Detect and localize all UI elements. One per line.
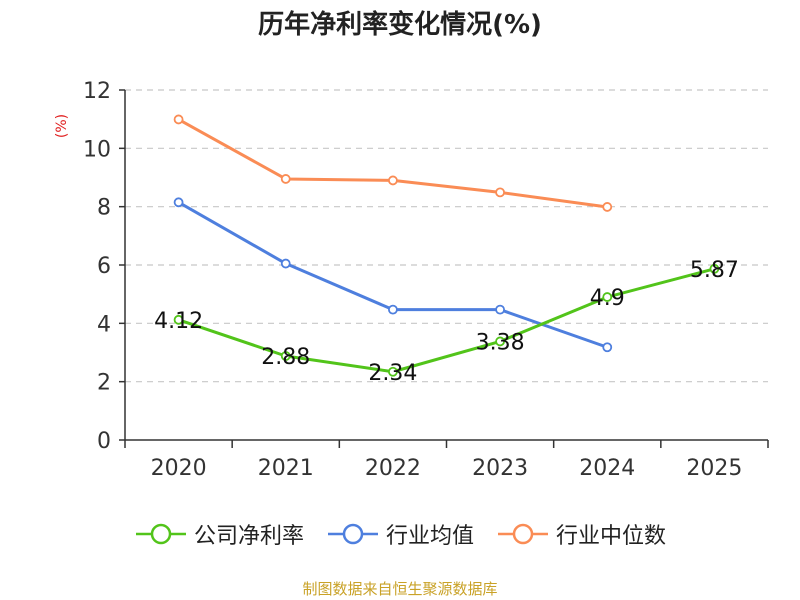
legend-item: 行业均值 <box>326 518 474 550</box>
x-tick-label: 2024 <box>579 456 635 481</box>
chart-title: 历年净利率变化情况(%) <box>258 10 542 40</box>
data-point <box>388 175 398 186</box>
legend-label: 行业中位数 <box>556 524 667 549</box>
legend-label: 公司净利率 <box>193 524 304 549</box>
y-tick-label: 8 <box>97 196 111 221</box>
source-note: 制图数据来自恒生聚源数据库 <box>302 580 498 598</box>
series-line <box>177 200 608 349</box>
data-point <box>280 351 291 361</box>
data-label: 4.9 <box>590 286 625 311</box>
grid-lines <box>125 89 768 383</box>
data-point <box>173 114 184 125</box>
y-tick-label: 2 <box>97 371 111 396</box>
data-labels: 4.12 2.88 2.34 3.38 4.9 5.87 <box>154 258 739 386</box>
y-tick-label: 4 <box>97 312 111 337</box>
x-tick-label: 2023 <box>472 456 528 481</box>
series-line <box>178 267 715 374</box>
data-point <box>495 187 505 198</box>
series-line <box>177 118 608 209</box>
data-label: 3.38 <box>476 330 525 355</box>
data-point <box>602 292 613 302</box>
data-point <box>280 174 291 184</box>
x-tick-label: 2021 <box>258 456 314 481</box>
legend-label: 行业均值 <box>385 524 474 549</box>
y-tick-label: 12 <box>83 79 111 104</box>
data-point <box>173 314 184 325</box>
y-tick-label: 0 <box>97 429 111 454</box>
legend-swatch-icon <box>498 523 548 545</box>
data-label: 4.12 <box>154 309 203 334</box>
legend-item: 公司净利率 <box>134 518 304 550</box>
y-tick-label: 10 <box>83 137 111 162</box>
y-tick-label: 6 <box>97 254 111 279</box>
data-point <box>495 304 505 315</box>
data-point <box>602 342 613 353</box>
data-point <box>388 366 398 377</box>
data-label: 2.34 <box>368 361 417 386</box>
axes: 0 2 4 6 8 10 12 2020 2021 2022 2023 2024 2025 <box>83 79 769 481</box>
legend-swatch-icon <box>135 523 186 545</box>
data-point <box>709 263 720 274</box>
data-point <box>495 336 505 347</box>
data-point <box>602 202 613 212</box>
data-label: 5.87 <box>690 258 739 283</box>
legend: 公司净利率 行业均值 行业中位数 <box>0 518 800 550</box>
data-point <box>280 258 291 269</box>
x-tick-label: 2022 <box>365 456 421 481</box>
series-lines <box>173 114 720 377</box>
legend-swatch-icon <box>327 523 378 545</box>
data-point <box>388 304 398 315</box>
legend-item: 行业中位数 <box>496 518 666 550</box>
line-chart: 0 2 4 6 8 10 12 2020 2021 2022 2023 2024 2025 4.12 2.… <box>83 79 769 481</box>
data-label: 2.88 <box>261 345 310 370</box>
x-tick-label: 2025 <box>686 456 742 481</box>
data-point <box>173 197 184 208</box>
x-tick-label: 2020 <box>151 456 207 481</box>
